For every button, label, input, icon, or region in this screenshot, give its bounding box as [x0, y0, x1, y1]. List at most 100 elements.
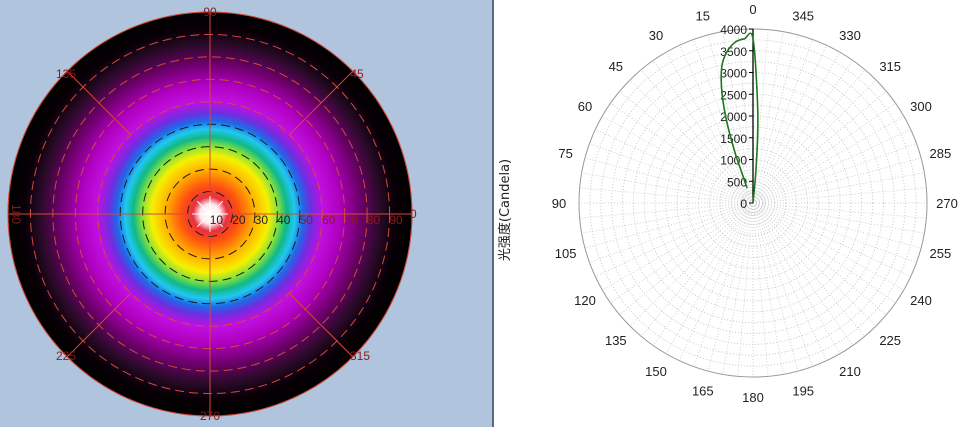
angle-label: 120 [574, 293, 596, 308]
center-crosshair [196, 200, 224, 228]
radial-tick-label: 500 [727, 175, 747, 189]
angle-gridline [752, 202, 827, 361]
angle-gridline [752, 172, 925, 204]
angle-gridline [619, 90, 754, 204]
radial-label: 20 [232, 213, 246, 227]
angle-gridline [752, 202, 911, 277]
radial-tick-label: 4000 [720, 23, 747, 37]
angle-label: 165 [692, 383, 714, 398]
angle-gridline [665, 52, 754, 204]
y-axis-label-container: 光强度(Candela) [497, 159, 513, 261]
angle-label: 0 [410, 207, 417, 221]
radial-gridline [676, 126, 830, 280]
angle-gridline [722, 202, 754, 375]
angle-gridline [629, 79, 754, 204]
angle-gridline [752, 90, 887, 204]
y-axis-label: 光强度(Candela) [497, 159, 513, 261]
angle-label: 180 [9, 204, 23, 224]
angle-gridline [752, 202, 925, 234]
radial-gridline [622, 72, 884, 334]
angle-gridline [707, 202, 754, 372]
angle-gridline [752, 79, 877, 204]
radial-tick-label: 3000 [720, 67, 747, 81]
angle-spoke [288, 292, 354, 358]
angle-gridline [752, 102, 896, 204]
angle-gridline [752, 202, 813, 367]
angle-gridline [752, 52, 841, 204]
angle-label: 135 [56, 67, 76, 81]
angle-gridline [640, 202, 754, 337]
angle-gridline [707, 34, 754, 204]
radial-label: 50 [300, 213, 314, 227]
angle-gridline [752, 69, 866, 204]
angle-label: 30 [649, 28, 663, 43]
angle-gridline [752, 202, 927, 219]
angle-label: 225 [56, 349, 76, 363]
angle-gridline [722, 31, 754, 204]
angle-gridline [584, 202, 754, 249]
angle-label: 105 [555, 246, 577, 261]
angle-gridline [752, 202, 769, 377]
angle-gridline [610, 102, 754, 204]
angle-gridline [752, 31, 784, 204]
angle-gridline [752, 45, 827, 204]
angle-label: 345 [792, 9, 814, 24]
radial-tick-label: 3500 [720, 45, 747, 59]
radial-tick-label: 1500 [720, 132, 747, 146]
radial-gridline [741, 191, 765, 215]
angle-label: 285 [930, 146, 952, 161]
radial-gridline [654, 104, 852, 302]
angle-label: 75 [558, 146, 572, 161]
angle-label: 300 [910, 99, 932, 114]
radial-tick-label: 1000 [720, 154, 747, 168]
angle-gridline [619, 202, 754, 316]
angle-gridline [752, 187, 927, 204]
angle-label: 315 [350, 349, 370, 363]
angle-gridline [589, 143, 754, 204]
angle-label: 270 [200, 409, 220, 423]
angle-gridline [693, 202, 754, 367]
angle-gridline [665, 202, 754, 354]
angle-gridline [752, 34, 799, 204]
angle-gridline [752, 202, 887, 316]
angle-label: 210 [839, 364, 861, 379]
angle-label: 195 [792, 383, 814, 398]
angle-gridline [581, 202, 754, 234]
angle-gridline [752, 202, 799, 372]
angle-label: 225 [879, 333, 901, 348]
angle-label: 45 [350, 67, 364, 81]
radial-label: 80 [367, 213, 381, 227]
angle-label: 90 [552, 196, 566, 211]
angle-gridline [589, 202, 754, 263]
angle-spoke [66, 292, 132, 358]
radial-tick-label: 0 [740, 197, 747, 211]
angle-gridline [752, 202, 896, 304]
radial-label: 30 [255, 213, 269, 227]
radial-label: 40 [277, 213, 291, 227]
angle-label: 255 [930, 246, 952, 261]
angle-gridline [752, 202, 841, 354]
angle-label: 315 [879, 59, 901, 74]
angle-gridline [752, 39, 813, 204]
angle-spoke [66, 70, 132, 136]
angle-gridline [752, 202, 904, 291]
angle-gridline [752, 115, 904, 204]
intensity-series-line [720, 32, 759, 204]
angle-label: 90 [203, 5, 217, 19]
radial-label: 70 [344, 213, 358, 227]
angle-label: 135 [605, 333, 627, 348]
angle-label: 0 [749, 2, 756, 17]
angle-label: 240 [910, 293, 932, 308]
angle-label: 270 [936, 196, 958, 211]
angle-gridline [602, 115, 754, 204]
angle-label: 330 [839, 28, 861, 43]
polar-intensity-panel: 0 500 1000 1500 2000 2500 3000 3500 4000 0 15 30 45… [494, 0, 967, 427]
radial-label: 90 [389, 213, 403, 227]
angle-gridline [581, 172, 754, 204]
angle-gridline [610, 202, 754, 304]
angle-gridline [629, 202, 754, 327]
angle-gridline [752, 202, 917, 263]
radial-label: 60 [322, 213, 336, 227]
